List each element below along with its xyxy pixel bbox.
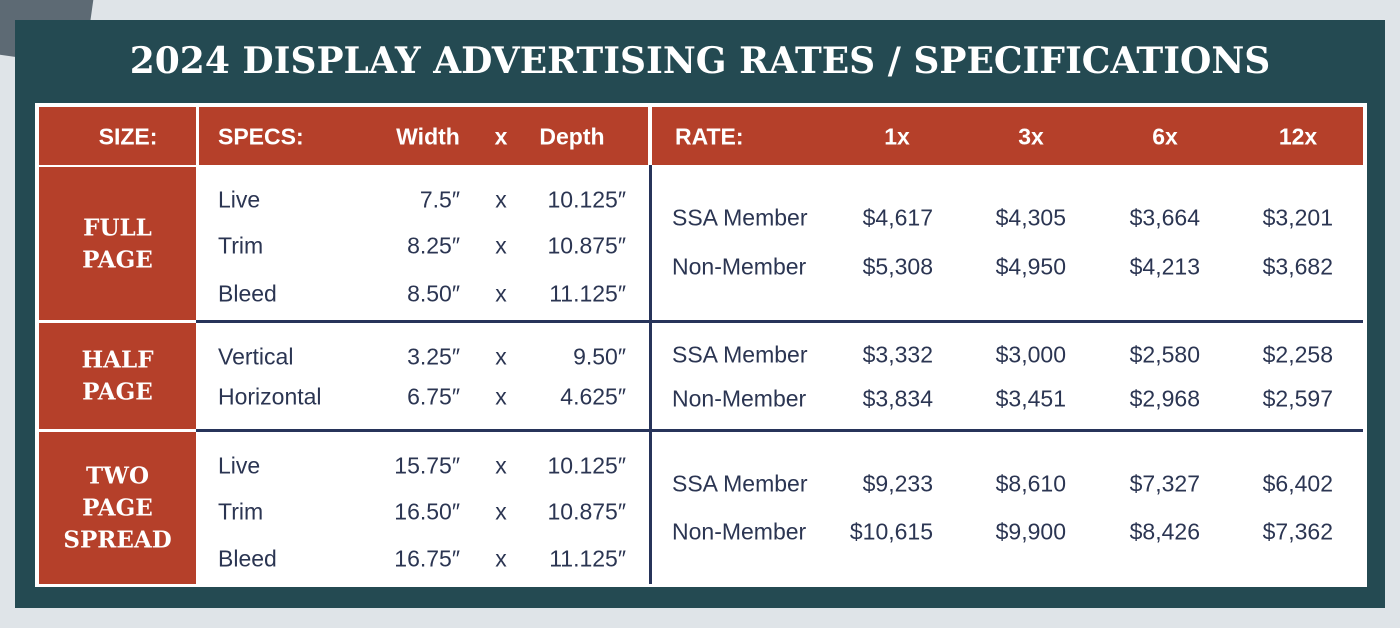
rate-cell: $3,332 — [862, 341, 933, 368]
spec-cell: Vertical — [218, 343, 294, 370]
spec-cell: Horizontal — [218, 383, 322, 410]
spec-cell: 7.5″ — [419, 186, 460, 213]
rate-cell: $3,000 — [995, 341, 1066, 368]
rate-cell: $2,968 — [1129, 385, 1200, 412]
size-label: SPREAD — [63, 526, 172, 554]
spec-cell: x — [495, 343, 507, 370]
rate-cell: $2,580 — [1129, 341, 1200, 368]
rate-cell: $4,617 — [862, 204, 933, 231]
spec-cell: Live — [218, 452, 261, 479]
rate-cell: $4,213 — [1129, 253, 1200, 280]
spec-cell: 8.25″ — [407, 232, 460, 259]
rate-cell: $3,451 — [995, 385, 1066, 412]
rate-cell: $3,682 — [1262, 253, 1333, 280]
rate-cell: $3,834 — [862, 385, 933, 412]
size-label: PAGE — [82, 246, 153, 273]
rate-cell: $6,402 — [1262, 470, 1333, 497]
spec-cell: Trim — [218, 232, 264, 259]
header-label: 6x — [1152, 123, 1178, 150]
divider — [196, 429, 1363, 432]
header-cell — [199, 107, 648, 165]
header-label: SIZE: — [98, 123, 158, 150]
rate-cell: Non-Member — [672, 253, 807, 280]
header-label: 3x — [1018, 123, 1044, 150]
rate-cell: $7,362 — [1262, 518, 1333, 545]
size-label: TWO — [86, 462, 149, 490]
rate-cell: $2,597 — [1262, 385, 1333, 412]
spec-cell: 9.50″ — [573, 343, 626, 370]
size-label: PAGE — [82, 494, 153, 522]
rate-cell: $7,327 — [1129, 470, 1200, 497]
spec-cell: 8.50″ — [407, 280, 460, 307]
rate-cell: $8,610 — [995, 470, 1066, 497]
spec-cell: 11.125″ — [549, 280, 626, 307]
header-label: Width — [396, 123, 460, 150]
spec-cell: x — [495, 452, 507, 479]
spec-cell: Bleed — [218, 280, 277, 307]
size-cell — [39, 323, 196, 429]
size-cell — [39, 167, 196, 320]
rate-cell: $8,426 — [1129, 518, 1200, 545]
title: 2024 DISPLAY ADVERTISING RATES / SPECIFI… — [129, 40, 1271, 82]
rate-cell: $10,615 — [849, 518, 933, 545]
spec-cell: x — [495, 280, 507, 307]
rate-cell: $4,305 — [995, 204, 1066, 231]
spec-cell: 11.125″ — [549, 545, 626, 572]
rate-cell: $3,664 — [1129, 204, 1200, 231]
spec-cell: 16.50″ — [394, 498, 460, 525]
header-cell — [39, 107, 196, 165]
rate-cell: $5,308 — [862, 253, 933, 280]
spec-cell: x — [495, 545, 507, 572]
header-label: Depth — [539, 123, 605, 150]
rate-cell: $3,201 — [1262, 204, 1333, 231]
rate-cell: $9,900 — [995, 518, 1066, 545]
spec-cell: x — [495, 383, 507, 410]
spec-cell: 10.875″ — [547, 498, 627, 525]
rate-cell: $9,233 — [862, 470, 933, 497]
rate-cell: $4,950 — [995, 253, 1066, 280]
spec-cell: Bleed — [218, 545, 277, 572]
spec-cell: Trim — [218, 498, 264, 525]
rate-cell: Non-Member — [672, 518, 807, 545]
header-label: SPECS: — [218, 123, 304, 150]
spec-cell: 4.625″ — [560, 383, 626, 410]
spec-cell: x — [495, 186, 507, 213]
rate-cell: SSA Member — [672, 204, 808, 231]
spec-cell: 15.75″ — [394, 452, 460, 479]
spec-cell: 16.75″ — [394, 545, 460, 572]
divider — [196, 320, 1363, 323]
spec-cell: 3.25″ — [407, 343, 460, 370]
rate-cell: $2,258 — [1262, 341, 1333, 368]
spec-cell: 10.125″ — [547, 186, 627, 213]
size-label: PAGE — [82, 378, 153, 406]
divider — [649, 165, 652, 584]
table-bg — [35, 103, 1367, 587]
spec-cell: Live — [218, 186, 261, 213]
rate-cell: SSA Member — [672, 470, 808, 497]
spec-cell: 10.875″ — [547, 232, 627, 259]
header-label: RATE: — [675, 123, 744, 150]
rate-cell: SSA Member — [672, 341, 808, 368]
spec-cell: 10.125″ — [547, 452, 627, 479]
size-label: FULL — [83, 214, 152, 241]
size-cell — [39, 432, 196, 584]
spec-cell: x — [495, 232, 507, 259]
header-cell — [652, 107, 1363, 165]
spec-cell: 6.75″ — [407, 383, 460, 410]
rate-cell: Non-Member — [672, 385, 807, 412]
header-label: 1x — [884, 123, 910, 150]
header-label: 12x — [1278, 123, 1318, 150]
spec-cell: x — [495, 498, 507, 525]
size-label: HALF — [81, 346, 154, 374]
header-label: x — [494, 123, 508, 150]
